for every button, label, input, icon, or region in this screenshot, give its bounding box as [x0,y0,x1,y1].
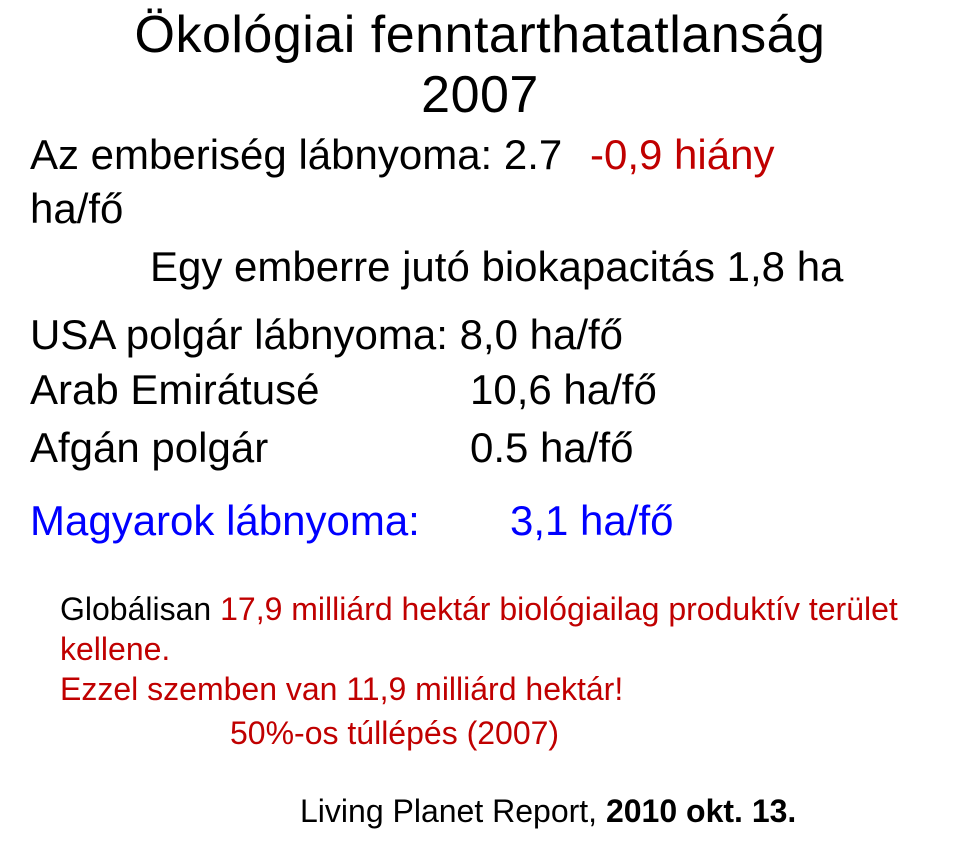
afghan-label: Afgán polgár [30,421,470,476]
title-line-1: Ökológiai fenntarthatatlanság [135,6,826,64]
source-date: 2010 okt. 13. [606,793,796,829]
humanity-footprint-row: Az emberiség lábnyoma: 2.7 ha/fő -0,9 hi… [0,126,960,237]
source-line: Living Planet Report, 2010 okt. 13. [0,753,960,830]
source-prefix: Living Planet Report, [300,793,606,829]
global-line1-prefix: Globálisan [60,591,220,627]
global-line-1: Globálisan 17,9 milliárd hektár biológia… [60,589,960,669]
humanity-footprint-label: Az emberiség lábnyoma: 2.7 ha/fő [30,128,590,237]
humanity-deficit: -0,9 hiány [590,128,774,237]
afghan-row: Afgán polgár 0.5 ha/fő [0,417,960,476]
hungarians-row: Magyarok lábnyoma: 3,1 ha/fő [0,476,960,549]
slide-title: Ökológiai fenntarthatatlanság 2007 [0,0,960,126]
usa-line: USA polgár lábnyoma: 8,0 ha/fő [0,291,960,359]
afghan-value: 0.5 ha/fő [470,421,633,476]
biocapacity-line: Egy emberre jutó biokapacitás 1,8 ha [0,237,960,291]
title-line-2: 2007 [421,66,539,124]
global-line-2: Ezzel szemben van 11,9 milliárd hektár! [60,669,960,709]
hungarians-label: Magyarok lábnyoma: [30,494,510,549]
arab-value: 10,6 ha/fő [470,363,657,418]
arab-label: Arab Emirátusé [30,363,470,418]
arab-row: Arab Emirátusé 10,6 ha/fő [0,359,960,418]
hungarians-value: 3,1 ha/fő [510,494,673,549]
global-block: Globálisan 17,9 milliárd hektár biológia… [0,549,960,753]
overshoot-line: 50%-os túllépés (2007) [60,709,960,753]
